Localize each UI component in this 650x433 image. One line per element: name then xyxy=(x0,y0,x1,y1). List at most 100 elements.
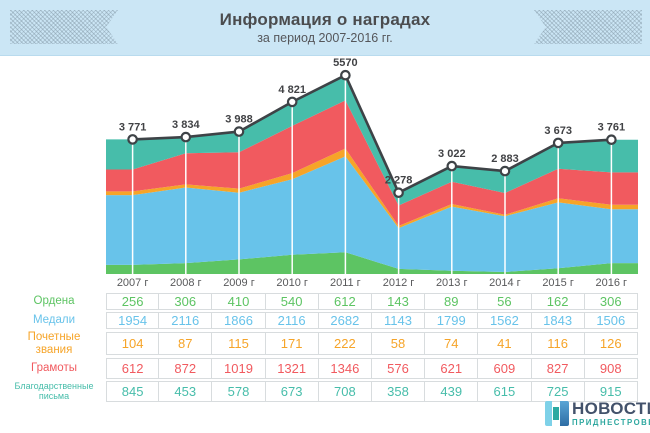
value-cell: 2116 xyxy=(159,312,213,329)
year-header-cell: 2014 г xyxy=(489,277,521,289)
value-cell: 171 xyxy=(265,332,319,355)
total-label: 3 834 xyxy=(172,119,200,131)
value-cell: 256 xyxy=(106,293,160,310)
value-cell: 56 xyxy=(478,293,532,310)
value-cell: 410 xyxy=(212,293,266,310)
value-cell: 576 xyxy=(371,358,426,379)
value-cell: 162 xyxy=(531,293,585,310)
year-header-cell: 2007 г xyxy=(116,277,149,289)
value-cell: 2116 xyxy=(265,312,319,329)
value-cell: 306 xyxy=(159,293,213,310)
logo-text: НОВОСТИ ПРИДНЕСТРОВЬЯ xyxy=(572,400,650,427)
table-row-Ордена: Ордена 256 306 410 540 612 143 89 56 162 306 xyxy=(2,293,648,310)
value-cell: 1346 xyxy=(318,358,372,379)
ribbon-right-decoration-icon xyxy=(534,10,642,44)
year-header-cell: 2011 г xyxy=(329,277,361,289)
total-marker xyxy=(499,165,511,177)
value-cell: 540 xyxy=(265,293,319,310)
value-cell: 827 xyxy=(531,358,585,379)
total-line xyxy=(132,73,612,194)
year-header-cell: 2012 г xyxy=(382,277,415,289)
value-cell: 126 xyxy=(584,332,638,355)
value-cell: 1019 xyxy=(212,358,266,379)
value-cell: 439 xyxy=(425,381,479,402)
logo-n-icon xyxy=(545,401,569,426)
value-cell: 609 xyxy=(478,358,532,379)
value-cell: 612 xyxy=(106,358,160,379)
year-header-cell: 2009 г xyxy=(223,277,255,289)
value-cell: 1506 xyxy=(584,312,638,329)
awards-data-table: 2007 г 2008 г 2009 г 2010 г 2011 г 2012 г 2013… xyxy=(2,276,648,402)
year-header-cell: 2008 г xyxy=(170,277,202,289)
logo-subname: ПРИДНЕСТРОВЬЯ xyxy=(572,418,650,427)
total-marker xyxy=(180,131,192,143)
total-marker xyxy=(286,96,298,108)
total-label: 3 988 xyxy=(225,114,253,126)
total-marker xyxy=(393,187,404,198)
value-cell: 2682 xyxy=(318,312,372,329)
table-row-Благодарственные письма: Благодарственные письма 845 453 578 673 708 35… xyxy=(2,381,648,402)
value-cell: 89 xyxy=(425,293,479,310)
value-cell: 845 xyxy=(106,381,160,402)
value-cell: 725 xyxy=(531,381,585,402)
table-row-Почетные звания: Почетные звания 104 87 115 171 222 58 74 41 116 12… xyxy=(2,331,648,356)
header-banner: Информация о наградах за период 2007-201… xyxy=(0,0,650,56)
value-cell: 58 xyxy=(371,332,426,355)
value-cell: 1843 xyxy=(531,312,585,329)
value-cell: 615 xyxy=(478,381,532,402)
page-subtitle: за период 2007-2016 гг. xyxy=(257,31,393,45)
value-cell: 578 xyxy=(212,381,266,402)
value-cell: 612 xyxy=(318,293,372,310)
total-label: 3 761 xyxy=(598,122,626,134)
total-marker xyxy=(552,137,564,149)
value-cell: 1143 xyxy=(371,312,426,329)
total-label: 3 022 xyxy=(438,148,466,160)
total-marker xyxy=(127,134,138,145)
value-cell: 143 xyxy=(371,293,426,310)
total-marker xyxy=(233,126,245,137)
total-label: 4 821 xyxy=(278,84,306,96)
value-cell: 115 xyxy=(212,332,266,355)
ribbon-left-decoration-icon xyxy=(10,10,118,44)
value-cell: 358 xyxy=(371,381,426,402)
page-title: Информация о наградах xyxy=(219,10,431,29)
value-cell: 222 xyxy=(318,332,372,355)
area-Почетные звания xyxy=(106,148,638,229)
value-cell: 87 xyxy=(159,332,213,355)
row-label: Медали xyxy=(32,314,76,327)
row-label: Ордена xyxy=(33,295,75,308)
table-year-header-row: 2007 г 2008 г 2009 г 2010 г 2011 г 2012 г 2013… xyxy=(2,276,648,291)
table-corner-spacer xyxy=(2,276,106,291)
year-header-cell: 2015 г xyxy=(542,277,574,289)
value-cell: 1866 xyxy=(212,312,266,329)
value-cell: 74 xyxy=(425,332,479,355)
year-header-cell: 2016 г xyxy=(595,277,628,289)
year-header-cell: 2010 г xyxy=(276,277,308,289)
value-cell: 872 xyxy=(159,358,213,379)
value-cell: 306 xyxy=(584,293,638,310)
total-marker xyxy=(606,134,617,145)
total-label: 2 883 xyxy=(491,153,519,165)
value-cell: 673 xyxy=(265,381,319,402)
total-label: 3 771 xyxy=(119,121,147,133)
year-header-cell: 2013 г xyxy=(435,277,468,289)
row-label: Почетные звания xyxy=(27,331,81,356)
news-pridnestrovya-logo: НОВОСТИ ПРИДНЕСТРОВЬЯ xyxy=(545,400,650,427)
value-cell: 1562 xyxy=(478,312,532,329)
row-label: Грамоты xyxy=(31,362,77,375)
table-row-Грамоты: Грамоты 612 872 1019 1321 1346 576 621 609 827 908 xyxy=(2,358,648,379)
total-label: 3 673 xyxy=(544,125,572,137)
table-row-Медали: Медали 1954 2116 1866 2116 2682 1143 1799 1562 18… xyxy=(2,312,648,329)
total-label: 2 278 xyxy=(385,175,413,187)
total-marker xyxy=(446,160,458,172)
value-cell: 116 xyxy=(531,332,585,355)
value-cell: 708 xyxy=(318,381,372,402)
row-label: Благодарственные письма xyxy=(14,381,94,401)
value-cell: 1321 xyxy=(265,358,319,379)
awards-stacked-area-chart: 3 771 3 834 3 988 4 821 5570 2 278 3 022 2 883 3… xyxy=(106,57,638,274)
total-marker xyxy=(340,69,351,81)
value-cell: 908 xyxy=(584,358,638,379)
value-cell: 1954 xyxy=(106,312,160,329)
value-cell: 453 xyxy=(159,381,213,402)
